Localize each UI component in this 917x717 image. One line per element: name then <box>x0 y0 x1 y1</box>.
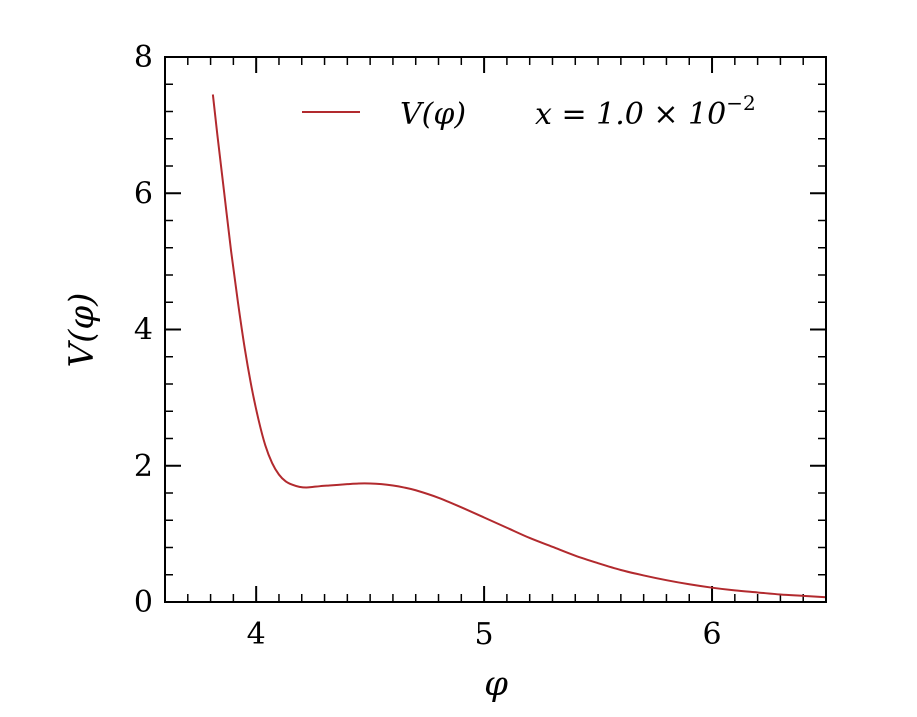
y-tick-label: 8 <box>134 40 153 75</box>
series-line-v-phi <box>211 94 827 599</box>
legend: V(φ) x = 1.0 × 10−2 <box>302 91 756 132</box>
legend-label: V(φ) <box>400 97 466 132</box>
y-tick-label: 4 <box>134 313 153 348</box>
y-tick-label: 0 <box>134 585 153 620</box>
y-axis-title: V(φ) <box>62 293 102 368</box>
minor-ticks <box>164 57 827 602</box>
y-tick-label: 6 <box>134 176 153 211</box>
tick-labels: 4 5 6 0 2 4 6 8 <box>134 40 722 652</box>
x-tick-label: 4 <box>247 617 266 652</box>
x-axis-title: φ <box>484 664 508 704</box>
x-tick-label: 5 <box>475 617 494 652</box>
plot-frame <box>164 56 827 603</box>
x-tick-label: 6 <box>702 617 721 652</box>
parameter-annotation: x = 1.0 × 10−2 <box>535 91 756 132</box>
y-tick-label: 2 <box>134 449 153 484</box>
